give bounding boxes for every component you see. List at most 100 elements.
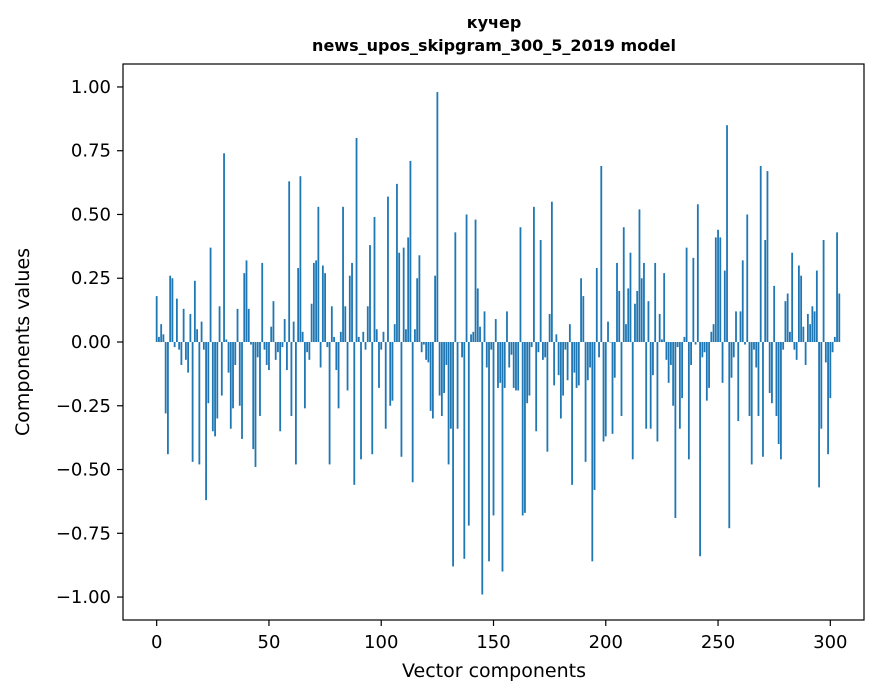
bar-108 (398, 252, 401, 342)
bar-50 (268, 342, 270, 371)
bar-214 (636, 290, 639, 342)
bar-218 (645, 342, 648, 429)
bar-series (155, 92, 841, 595)
bar-195 (593, 342, 596, 490)
bar-231 (674, 342, 677, 518)
bar-156 (506, 311, 508, 342)
bar-233 (678, 342, 681, 429)
bar-27 (216, 342, 219, 419)
bar-225 (661, 339, 663, 342)
bar-79 (333, 336, 335, 342)
bar-130 (447, 342, 450, 465)
bar-239 (692, 257, 695, 342)
y-tick-label: 1.00 (71, 77, 111, 98)
bar-302 (833, 336, 836, 342)
bar-123 (431, 342, 434, 419)
bar-296 (820, 342, 823, 429)
bar-244 (703, 342, 706, 353)
bar-10 (178, 342, 181, 350)
bar-117 (418, 255, 421, 342)
bar-172 (542, 342, 544, 360)
bar-22 (205, 342, 207, 501)
bar-160 (515, 342, 517, 391)
bar-82 (339, 331, 342, 342)
bar-228 (667, 342, 670, 383)
bar-101 (382, 331, 385, 342)
bar-188 (577, 342, 580, 386)
bar-279 (782, 342, 785, 350)
bar-224 (658, 313, 661, 342)
bar-120 (425, 342, 428, 360)
bar-300 (829, 342, 832, 399)
bar-16 (191, 342, 194, 462)
bar-56 (281, 342, 284, 348)
bar-114 (411, 342, 414, 483)
bar-139 (467, 342, 470, 526)
bar-251 (719, 237, 722, 342)
bar-285 (795, 342, 798, 360)
bar-181 (562, 342, 565, 396)
bar-165 (526, 342, 529, 404)
bar-174 (546, 342, 549, 452)
bar-148 (488, 342, 490, 562)
bar-60 (290, 342, 293, 416)
bar-254 (726, 125, 728, 343)
bar-175 (548, 313, 551, 342)
bar-257 (732, 342, 735, 358)
bar-88 (353, 342, 356, 485)
bar-271 (764, 239, 767, 342)
bar-144 (479, 326, 481, 342)
x-tick-label: 0 (151, 632, 162, 653)
bar-278 (780, 342, 782, 460)
bar-222 (654, 262, 657, 342)
bar-208 (622, 227, 625, 342)
bar-153 (499, 342, 502, 383)
bar-39 (243, 273, 246, 342)
bar-256 (730, 342, 733, 378)
bar-272 (766, 171, 769, 342)
bar-183 (566, 342, 569, 381)
bar-32 (227, 342, 230, 373)
bar-6 (169, 275, 172, 342)
bar-66 (303, 342, 306, 409)
bar-189 (580, 278, 582, 342)
bar-212 (631, 342, 634, 460)
bar-215 (638, 209, 641, 342)
bar-194 (591, 342, 594, 562)
bar-161 (517, 342, 520, 391)
bar-227 (665, 342, 668, 360)
bar-26 (214, 342, 216, 437)
bar-184 (568, 324, 571, 342)
bar-76 (326, 342, 329, 348)
bar-67 (306, 342, 309, 353)
bar-196 (595, 268, 598, 342)
bar-190 (582, 296, 585, 342)
bar-65 (301, 331, 304, 342)
bar-260 (739, 311, 742, 342)
bar-143 (476, 288, 479, 342)
bar-85 (346, 342, 349, 391)
bar-159 (512, 342, 515, 388)
y-tick-label: −0.75 (56, 523, 111, 544)
bar-110 (402, 247, 405, 342)
bar-158 (510, 342, 513, 355)
bar-246 (708, 342, 710, 388)
bar-210 (627, 288, 630, 342)
bar-142 (474, 219, 477, 342)
bar-149 (490, 342, 493, 350)
bar-223 (656, 342, 659, 442)
bar-238 (690, 342, 692, 365)
bar-173 (544, 342, 547, 358)
bar-275 (773, 285, 776, 342)
bar-193 (589, 342, 591, 368)
bar-5 (167, 342, 169, 455)
bar-303 (836, 232, 838, 342)
bar-141 (472, 331, 475, 342)
bar-290 (806, 313, 809, 342)
bar-236 (685, 247, 688, 342)
bar-186 (573, 342, 576, 373)
bar-107 (396, 183, 398, 342)
bar-180 (559, 342, 562, 419)
bar-280 (784, 301, 787, 342)
bar-258 (735, 311, 737, 342)
